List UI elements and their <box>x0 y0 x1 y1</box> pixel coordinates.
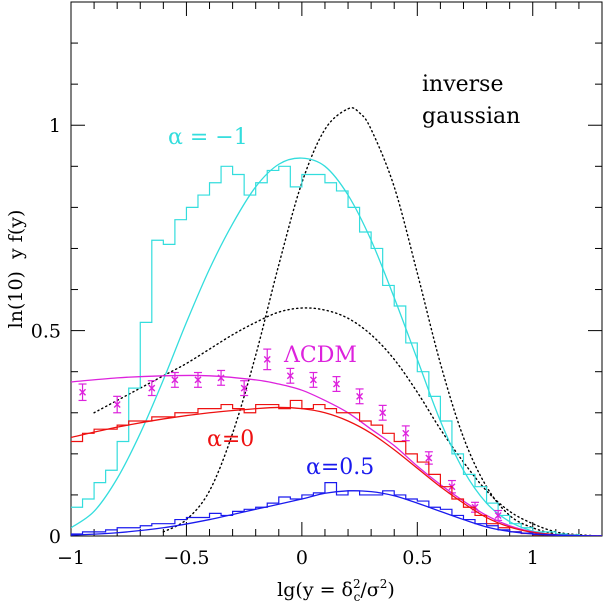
x-tick-label: 0.5 <box>402 547 432 569</box>
data-point <box>171 376 179 384</box>
x-axis-title-c: ) <box>387 579 394 601</box>
x-axis-title-a: lg(y = δ <box>277 579 353 601</box>
annotation-gaussian: gaussian <box>422 104 520 129</box>
x-axis-title-b: /σ <box>360 579 379 601</box>
data-point <box>333 380 340 388</box>
series-ig_upper <box>162 107 602 536</box>
tick-labels: −1 −0.5 0 0.5 1 0 0.5 1 <box>31 115 539 569</box>
data-point <box>79 388 87 396</box>
annotation-alpha-0: α=0 <box>207 427 254 452</box>
data-point <box>356 392 364 400</box>
annotation-inverse: inverse <box>422 72 503 97</box>
data-point <box>309 376 317 384</box>
x-tick-label: 0 <box>296 547 308 569</box>
series-layer <box>71 107 602 536</box>
y-tick-label: 1 <box>49 115 61 137</box>
x-axis-title-sub: c <box>354 590 361 604</box>
x-axis-title-sup: 2 <box>353 577 361 591</box>
annotation-alpha-m1: α = −1 <box>168 125 248 150</box>
y-tick-label: 0 <box>49 526 61 548</box>
x-tick-label: −1 <box>57 547 85 569</box>
data-point <box>425 454 433 462</box>
data-point <box>402 429 410 437</box>
data-point <box>379 409 387 417</box>
series-alpha_0_fit <box>71 406 602 536</box>
annotation-lcdm: ΛCDM <box>283 343 357 368</box>
data-point <box>113 401 121 409</box>
data-point <box>494 511 502 519</box>
series-ig_lower <box>93 307 602 536</box>
data-point <box>286 372 294 380</box>
data-point <box>194 376 202 384</box>
data-point <box>148 384 156 392</box>
series-alpha_m1_fit <box>71 157 602 536</box>
y-tick-label: 0.5 <box>31 321 61 343</box>
series-alpha_0_hist <box>71 399 602 536</box>
annotation-alpha-05: α=0.5 <box>306 455 374 480</box>
data-point <box>217 374 225 382</box>
x-axis-title: lg(y = δ2 c/σ2) <box>277 577 395 604</box>
x-tick-label: 1 <box>527 547 539 569</box>
plot-frame <box>70 1 603 537</box>
x-axis-title-sup2: 2 <box>380 577 388 591</box>
series-alpha_m1_hist <box>71 165 602 536</box>
y-axis-title: ln(10) y f(y) <box>5 210 27 329</box>
data-point <box>263 355 271 363</box>
series-alpha_05_hist <box>71 482 602 536</box>
x-tick-label: −0.5 <box>163 547 209 569</box>
data-point <box>240 384 248 392</box>
